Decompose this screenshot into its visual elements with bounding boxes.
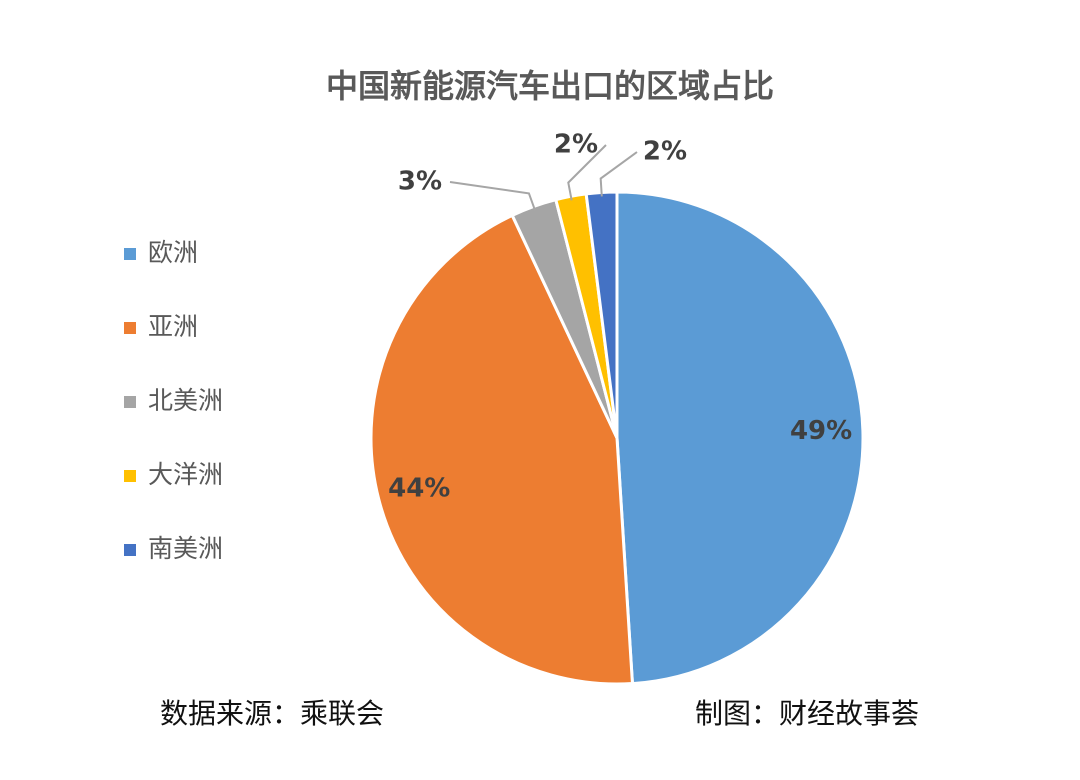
legend-label: 北美洲	[148, 386, 223, 415]
legend-swatch	[124, 470, 136, 482]
leader-line	[449, 181, 536, 211]
credit-note: 制图：财经故事荟	[695, 697, 919, 730]
legend-label: 南美洲	[148, 534, 223, 563]
legend-swatch	[124, 322, 136, 334]
legend-swatch	[124, 544, 136, 556]
source-note: 数据来源：乘联会	[160, 697, 384, 730]
legend-swatch	[124, 396, 136, 408]
legend-swatch	[124, 248, 136, 260]
data-label: 2%	[554, 130, 598, 160]
data-label: 44%	[388, 473, 450, 503]
data-label: 49%	[790, 416, 852, 446]
chart-title: 中国新能源汽车出口的区域占比	[326, 67, 774, 105]
leader-line	[567, 144, 607, 201]
pie-slice	[615, 190, 865, 686]
data-label: 2%	[643, 137, 687, 167]
data-label: 3%	[398, 167, 442, 197]
legend-label: 大洋洲	[148, 460, 223, 489]
legend-label: 欧洲	[148, 238, 198, 267]
leader-line	[599, 151, 638, 197]
legend-label: 亚洲	[148, 312, 198, 341]
